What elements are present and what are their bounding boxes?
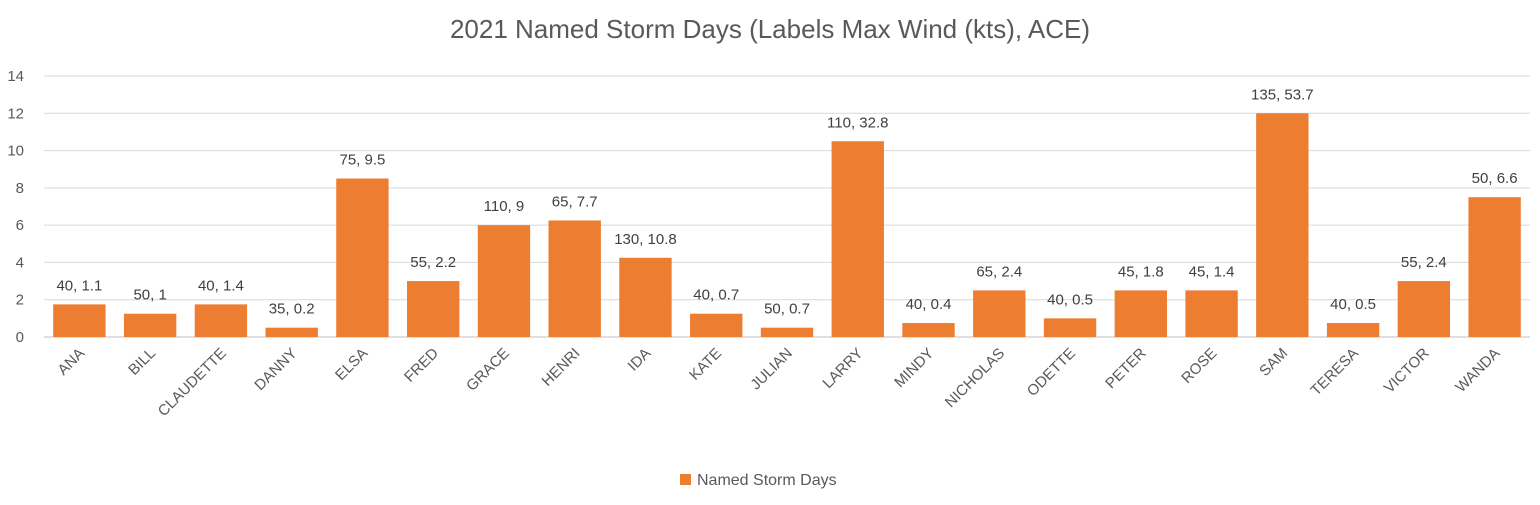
y-axis-ticks: 0 2 4 6 8 10 12 14: [7, 68, 24, 346]
x-tick-label-elsa: ELSA: [332, 345, 371, 384]
bar-claudette: [194, 304, 248, 337]
gridlines: [44, 75, 1530, 338]
data-label-elsa: 75, 9.5: [339, 152, 385, 169]
x-tick-label-danny: DANNY: [251, 345, 300, 394]
y-tick-label: 14: [7, 68, 24, 85]
y-tick-label: 4: [16, 254, 24, 271]
legend: Named Storm Days: [680, 472, 837, 489]
data-label-odette: 40, 0.5: [1047, 291, 1093, 308]
legend-swatch: [680, 474, 691, 485]
x-tick-label-nicholas: NICHOLAS: [942, 345, 1008, 411]
bar-nicholas: [973, 290, 1026, 337]
chart-title: 2021 Named Storm Days (Labels Max Wind (…: [450, 14, 1090, 44]
bar-julian: [760, 327, 814, 337]
bar-larry: [831, 141, 884, 337]
bar-elsa: [336, 178, 389, 337]
bar-teresa: [1326, 323, 1380, 337]
data-label-bill: 50, 1: [133, 287, 166, 304]
bar-fred: [407, 281, 460, 337]
y-tick-label: 0: [16, 329, 24, 346]
x-tick-label-mindy: MINDY: [891, 345, 937, 391]
x-tick-label-wanda: WANDA: [1452, 345, 1503, 396]
data-label-danny: 35, 0.2: [269, 301, 315, 318]
x-tick-label-claudette: CLAUDETTE: [155, 345, 230, 420]
x-tick-label-peter: PETER: [1102, 345, 1150, 393]
x-tick-label-julian: JULIAN: [747, 345, 796, 394]
bar-victor: [1397, 281, 1451, 337]
x-tick-label-ida: IDA: [625, 345, 655, 375]
bar-peter: [1114, 290, 1167, 337]
data-label-nicholas: 65, 2.4: [976, 263, 1022, 280]
x-tick-label-bill: BILL: [125, 345, 159, 379]
y-tick-label: 6: [16, 217, 24, 234]
data-labels: 40, 1.1 50, 1 40, 1.4 35, 0.2 75, 9.5 55, 2.2…: [56, 86, 1517, 317]
data-label-teresa: 40, 0.5: [1330, 296, 1376, 313]
x-tick-label-grace: GRACE: [463, 345, 513, 395]
x-tick-label-henri: HENRI: [539, 345, 584, 390]
data-label-mindy: 40, 0.4: [906, 296, 952, 313]
data-label-rose: 45, 1.4: [1189, 263, 1235, 280]
data-label-ana: 40, 1.1: [56, 277, 102, 294]
data-label-grace: 110, 9: [484, 198, 525, 215]
x-tick-label-sam: SAM: [1256, 345, 1291, 380]
bar-sam: [1256, 113, 1309, 338]
bar-ida: [619, 257, 672, 337]
data-label-fred: 55, 2.2: [410, 254, 456, 271]
x-tick-label-teresa: TERESA: [1307, 345, 1361, 399]
y-tick-label: 10: [7, 143, 24, 160]
bar-odette: [1043, 318, 1097, 337]
bar-henri: [548, 220, 601, 337]
bar-mindy: [902, 323, 955, 337]
data-label-henri: 65, 7.7: [552, 193, 598, 210]
y-tick-label: 12: [7, 105, 24, 122]
bar-danny: [265, 327, 318, 337]
bar-ana: [53, 304, 106, 337]
bar-rose: [1185, 290, 1238, 337]
x-tick-label-victor: VICTOR: [1381, 345, 1433, 397]
x-tick-label-larry: LARRY: [819, 345, 866, 392]
data-label-sam: 135, 53.7: [1251, 86, 1314, 103]
bars: [53, 113, 1521, 338]
x-tick-label-fred: FRED: [401, 345, 442, 386]
data-label-ida: 130, 10.8: [614, 231, 677, 248]
legend-label: Named Storm Days: [697, 472, 837, 489]
x-tick-label-rose: ROSE: [1178, 345, 1220, 387]
bar-kate: [690, 313, 743, 337]
data-label-victor: 55, 2.4: [1401, 254, 1447, 271]
bar-grace: [477, 225, 531, 337]
y-tick-label: 8: [16, 180, 24, 197]
data-label-peter: 45, 1.8: [1118, 263, 1164, 280]
x-tick-label-odette: ODETTE: [1024, 345, 1079, 400]
x-tick-label-kate: KATE: [686, 345, 725, 384]
y-tick-label: 2: [16, 292, 24, 309]
bar-wanda: [1468, 197, 1521, 337]
data-label-wanda: 50, 6.6: [1472, 170, 1518, 187]
x-tick-label-ana: ANA: [54, 345, 88, 379]
bar-bill: [123, 313, 177, 337]
data-label-kate: 40, 0.7: [693, 287, 739, 304]
data-label-julian: 50, 0.7: [764, 301, 810, 318]
data-label-larry: 110, 32.8: [827, 114, 888, 131]
data-label-claudette: 40, 1.4: [198, 277, 244, 294]
